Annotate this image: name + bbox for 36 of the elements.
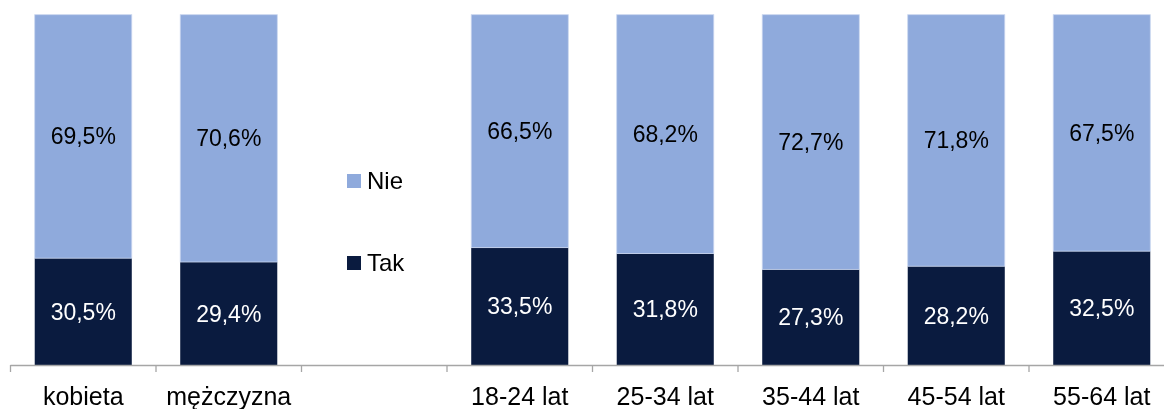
data-label: 31,8% [632, 296, 698, 323]
bar [179, 14, 278, 263]
data-label: 27,3% [778, 304, 844, 331]
bar [34, 258, 132, 365]
x-tick-label: kobieta [42, 382, 124, 409]
bar [762, 269, 860, 365]
x-tick-label: 25-34 lat [616, 382, 714, 409]
legend-label: Nie [367, 167, 404, 194]
bar [761, 14, 860, 270]
x-tick-label: 35-44 lat [762, 382, 860, 409]
bar [616, 14, 715, 255]
x-tick-label: 18-24 lat [471, 382, 569, 409]
data-label: 67,5% [1069, 119, 1135, 146]
data-label: 71,8% [923, 127, 989, 154]
legend-label: Tak [367, 249, 406, 276]
data-label: 68,2% [632, 121, 698, 148]
bar [1053, 251, 1151, 365]
data-label: 33,5% [487, 293, 553, 320]
x-tick-label: 55-64 lat [1053, 382, 1151, 409]
bar [1052, 14, 1151, 252]
data-label: 66,5% [487, 118, 553, 145]
bar [907, 14, 1006, 267]
data-label: 32,5% [1069, 295, 1135, 322]
bar [616, 253, 714, 365]
data-label: 29,4% [196, 300, 262, 327]
data-label: 28,2% [923, 302, 989, 329]
bar [470, 14, 569, 249]
data-label: 70,6% [196, 125, 262, 152]
x-tick-label: 45-54 lat [907, 382, 1005, 409]
bar [907, 266, 1005, 365]
bar [34, 14, 133, 259]
bar [180, 262, 278, 365]
bar [471, 247, 569, 365]
data-label: 30,5% [50, 298, 116, 325]
data-label: 69,5% [50, 123, 116, 150]
data-label: 72,7% [778, 129, 844, 156]
